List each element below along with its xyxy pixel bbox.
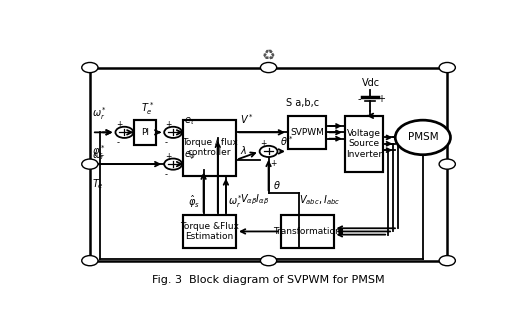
Text: +: + (260, 139, 267, 148)
FancyBboxPatch shape (281, 215, 333, 248)
Circle shape (260, 62, 277, 73)
Text: +: + (116, 120, 123, 129)
Text: Fig. 3  Block diagram of SVPWM for PMSM: Fig. 3 Block diagram of SVPWM for PMSM (152, 275, 385, 285)
Text: $V^*$: $V^*$ (240, 112, 254, 126)
Circle shape (82, 255, 98, 266)
Text: $\theta^*$: $\theta^*$ (279, 134, 293, 148)
Text: +: + (165, 120, 171, 129)
Text: Torque &Flux
Estimation: Torque &Flux Estimation (180, 222, 239, 241)
FancyBboxPatch shape (345, 116, 383, 172)
Text: PMSM: PMSM (408, 132, 438, 143)
Text: -: - (165, 170, 168, 179)
Text: ♻: ♻ (261, 49, 276, 63)
Circle shape (260, 255, 277, 266)
Circle shape (259, 146, 278, 157)
Text: $\hat{\varphi}_s$: $\hat{\varphi}_s$ (188, 194, 200, 210)
Circle shape (82, 159, 98, 169)
Text: $T^*_e$: $T^*_e$ (140, 100, 154, 117)
Text: $\omega_r$: $\omega_r$ (92, 150, 105, 162)
Circle shape (439, 159, 455, 169)
FancyBboxPatch shape (134, 120, 156, 145)
Text: $e_\tau$: $e_\tau$ (184, 115, 196, 127)
Text: -: - (358, 94, 361, 104)
FancyBboxPatch shape (183, 120, 236, 176)
Text: +: + (377, 94, 385, 104)
Circle shape (164, 158, 182, 170)
FancyBboxPatch shape (183, 215, 236, 248)
Circle shape (439, 255, 455, 266)
Text: $V_{\alpha\beta} I_{\alpha\beta}$: $V_{\alpha\beta} I_{\alpha\beta}$ (240, 193, 269, 207)
FancyBboxPatch shape (288, 116, 326, 149)
Text: $V_{abc},I_{abc}$: $V_{abc},I_{abc}$ (299, 193, 340, 207)
Text: -: - (165, 139, 168, 148)
Text: PI: PI (140, 128, 149, 137)
Text: S a,b,c: S a,b,c (286, 98, 319, 108)
Circle shape (115, 127, 133, 138)
Circle shape (82, 62, 98, 73)
Text: +: + (270, 159, 277, 168)
FancyBboxPatch shape (90, 68, 447, 261)
Circle shape (395, 120, 451, 155)
Text: Transformation: Transformation (273, 227, 341, 236)
Text: $\omega^*_r$: $\omega^*_r$ (92, 105, 107, 122)
Text: $\theta$: $\theta$ (272, 179, 280, 191)
Text: +: + (165, 152, 171, 161)
Text: $e_\varphi$: $e_\varphi$ (184, 149, 196, 162)
Text: $\omega^*_r$: $\omega^*_r$ (228, 193, 243, 210)
Text: -: - (116, 139, 119, 148)
Circle shape (164, 127, 182, 138)
Circle shape (439, 62, 455, 73)
Text: Vdc: Vdc (362, 78, 380, 88)
Text: Voltage
Source
Inverter: Voltage Source Inverter (346, 129, 382, 159)
Text: Torque / flux
controller: Torque / flux controller (182, 138, 237, 157)
Text: $T_e$: $T_e$ (92, 177, 104, 191)
Text: $\varphi^*_s$: $\varphi^*_s$ (92, 144, 105, 160)
Text: $\lambda$: $\lambda$ (240, 144, 247, 156)
Text: SVPWM: SVPWM (290, 128, 324, 137)
